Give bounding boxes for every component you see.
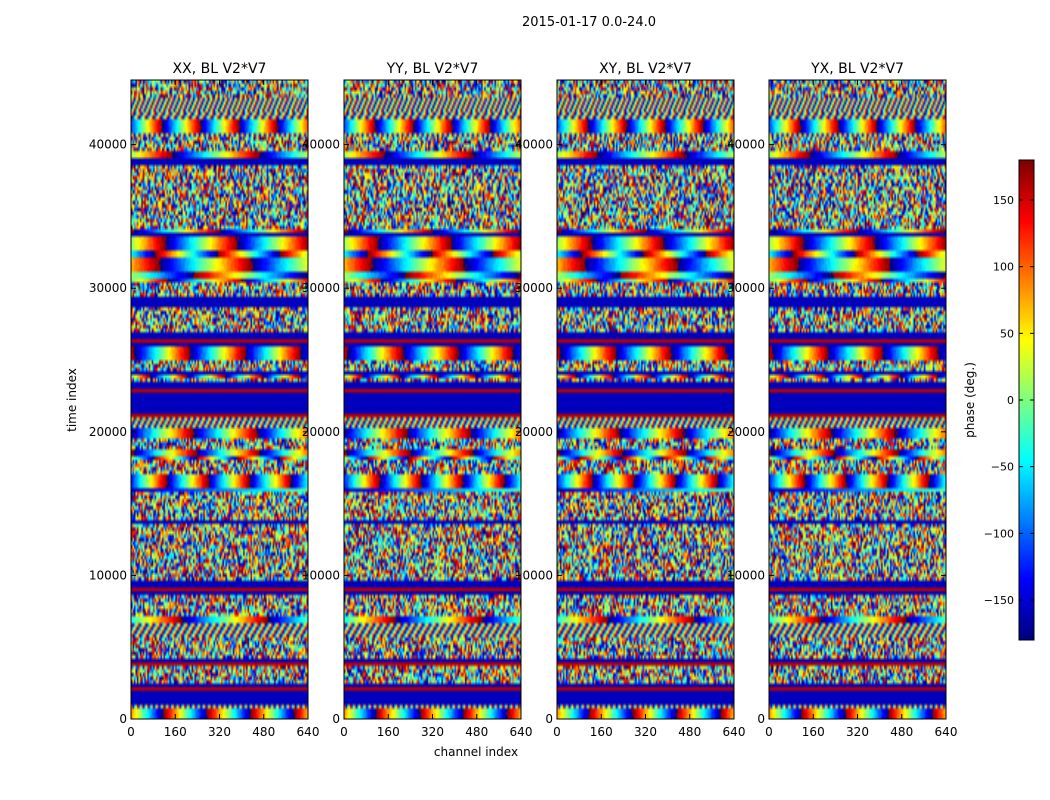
y-tick-label: 40000 bbox=[515, 138, 553, 152]
y-tick-label: 10000 bbox=[727, 568, 765, 582]
panel-title-3: XY, BL V2*V7 bbox=[599, 61, 692, 77]
x-tick-label: 0 bbox=[127, 725, 135, 739]
panel-3: XY, BL V2*V7 0 160 320 480 640 0 10000 20000 3000… bbox=[515, 61, 746, 739]
heatmap-image-1 bbox=[131, 80, 308, 719]
heatmap-image-3 bbox=[557, 80, 734, 719]
colorbar-tick-label: 0 bbox=[1007, 394, 1014, 407]
heatmap-image-4 bbox=[769, 80, 946, 719]
x-tick-label: 160 bbox=[802, 725, 825, 739]
x-axis-label: channel index bbox=[434, 745, 518, 759]
x-tick-label: 320 bbox=[846, 725, 869, 739]
colorbar-tick-label: 100 bbox=[993, 261, 1014, 274]
colorbar-tick-label: 50 bbox=[1000, 327, 1014, 340]
x-tick-label: 640 bbox=[935, 725, 958, 739]
colorbar-tick-label: −100 bbox=[984, 527, 1014, 540]
x-tick-label: 640 bbox=[297, 725, 320, 739]
x-tick-label: 480 bbox=[465, 725, 488, 739]
y-tick-label: 10000 bbox=[302, 568, 340, 582]
y-tick-label: 20000 bbox=[515, 425, 553, 439]
colorbar-tick-label: −150 bbox=[984, 594, 1014, 607]
x-tick-label: 320 bbox=[634, 725, 657, 739]
x-tick-label: 480 bbox=[252, 725, 275, 739]
x-tick-label: 0 bbox=[340, 725, 348, 739]
colorbar-label: phase (deg.) bbox=[963, 362, 977, 438]
y-tick-label: 40000 bbox=[727, 138, 765, 152]
heatmap-image-2 bbox=[344, 80, 521, 719]
y-axis-label: time index bbox=[65, 368, 79, 432]
y-tick-label: 20000 bbox=[302, 425, 340, 439]
x-tick-label: 480 bbox=[678, 725, 701, 739]
y-tick-label: 10000 bbox=[89, 568, 127, 582]
colorbar-tick-label: 150 bbox=[993, 194, 1014, 207]
y-tick-label: 10000 bbox=[515, 568, 553, 582]
panel-title-2: YY, BL V2*V7 bbox=[386, 61, 479, 77]
panels-group: XX, BL V2*V7 0 160 320 480 640 0 10000 20000 3000… bbox=[89, 61, 958, 739]
x-tick-label: 320 bbox=[421, 725, 444, 739]
figure-suptitle: 2015-01-17 0.0-24.0 bbox=[522, 15, 656, 30]
x-tick-label: 0 bbox=[765, 725, 773, 739]
panel-title-4: YX, BL V2*V7 bbox=[810, 61, 904, 77]
x-tick-label: 640 bbox=[510, 725, 533, 739]
y-tick-label: 0 bbox=[332, 712, 340, 726]
y-tick-label: 40000 bbox=[89, 138, 127, 152]
y-tick-label: 20000 bbox=[89, 425, 127, 439]
panel-2: YY, BL V2*V7 0 160 320 480 640 0 10000 20000 3000… bbox=[302, 61, 533, 739]
panel-1: XX, BL V2*V7 0 160 320 480 640 0 10000 20000 3000… bbox=[89, 61, 320, 739]
y-tick-label: 0 bbox=[757, 712, 765, 726]
x-tick-label: 160 bbox=[590, 725, 613, 739]
x-tick-label: 480 bbox=[890, 725, 913, 739]
y-tick-label: 20000 bbox=[727, 425, 765, 439]
x-tick-label: 0 bbox=[553, 725, 561, 739]
colorbar: 150 100 50 0 −50 −100 −150 bbox=[984, 159, 1035, 641]
x-tick-label: 640 bbox=[723, 725, 746, 739]
y-tick-label: 40000 bbox=[302, 138, 340, 152]
x-tick-label: 160 bbox=[377, 725, 400, 739]
panel-4: YX, BL V2*V7 0 160 320 480 640 0 10000 20000 3000… bbox=[727, 61, 958, 739]
x-tick-label: 320 bbox=[208, 725, 231, 739]
y-tick-label: 30000 bbox=[727, 281, 765, 295]
y-tick-label: 30000 bbox=[302, 281, 340, 295]
y-tick-label: 0 bbox=[119, 712, 127, 726]
y-tick-label: 0 bbox=[545, 712, 553, 726]
colorbar-tick-label: −50 bbox=[991, 461, 1014, 474]
panel-title-1: XX, BL V2*V7 bbox=[173, 61, 267, 77]
x-tick-label: 160 bbox=[164, 725, 187, 739]
y-tick-label: 30000 bbox=[89, 281, 127, 295]
y-tick-label: 30000 bbox=[515, 281, 553, 295]
colorbar-gradient bbox=[1019, 160, 1034, 640]
